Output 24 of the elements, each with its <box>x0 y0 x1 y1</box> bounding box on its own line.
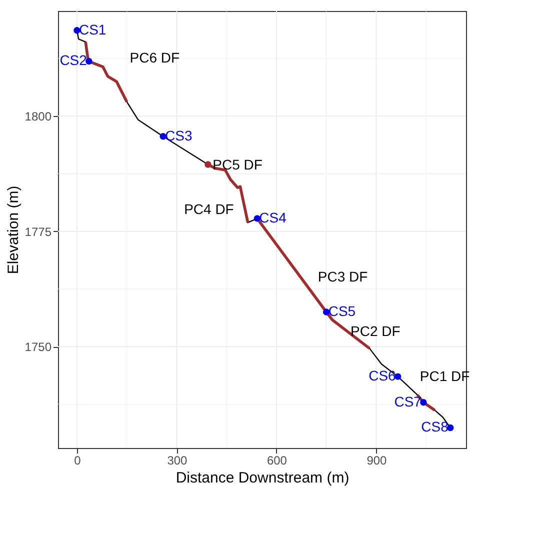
annotation: PC3 DF <box>318 268 368 285</box>
data-label: CS6 <box>368 368 396 384</box>
y-tick-label: 1750 <box>24 340 52 354</box>
annotation: PC2 DF <box>350 323 400 340</box>
data-label: CS5 <box>328 303 356 320</box>
annotation: PC6 DF <box>130 50 180 66</box>
annotation: PC5 DF <box>212 156 262 173</box>
data-label: CS8 <box>421 418 449 435</box>
y-tick-label: 1800 <box>24 110 52 124</box>
x-tick-label: 0 <box>74 454 82 468</box>
data-label: CS1 <box>78 21 106 38</box>
x-tick-label: 900 <box>366 454 388 468</box>
point <box>204 161 212 168</box>
y-tick-label: 1775 <box>24 224 52 239</box>
annotation: PC4 DF <box>184 200 234 217</box>
data-label: CS7 <box>394 393 422 410</box>
x-tick-label: 300 <box>167 454 188 468</box>
point <box>160 133 166 140</box>
data-label: CS4 <box>259 209 287 226</box>
x-tick-label: 600 <box>266 454 288 468</box>
x-axis-title: Distance Downstream (m) <box>176 470 350 486</box>
data-label: CS2 <box>60 52 88 68</box>
data-label: CS3 <box>165 127 193 144</box>
y-axis-title: Elevation (m) <box>4 186 22 274</box>
